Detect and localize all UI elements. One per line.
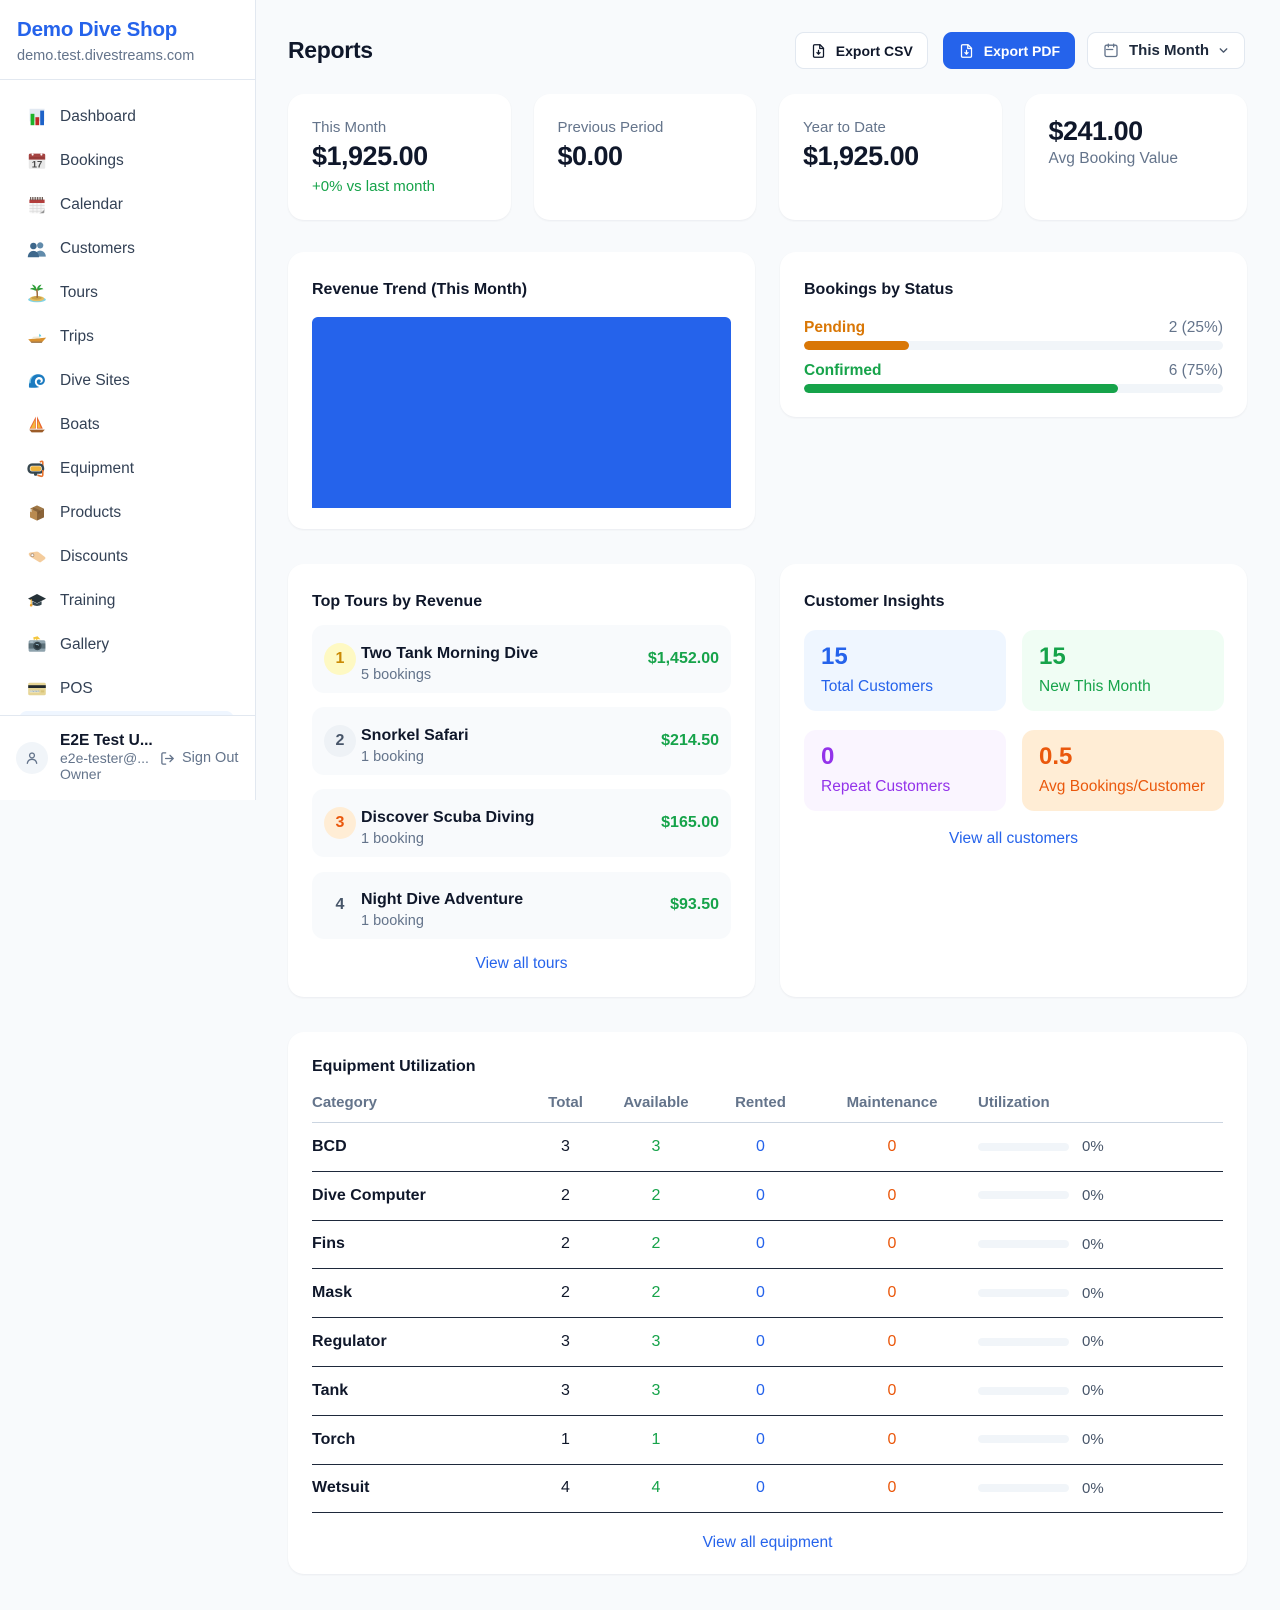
svg-text:1234 5678: 1234 5678	[30, 691, 39, 693]
svg-text:17: 17	[32, 159, 43, 170]
